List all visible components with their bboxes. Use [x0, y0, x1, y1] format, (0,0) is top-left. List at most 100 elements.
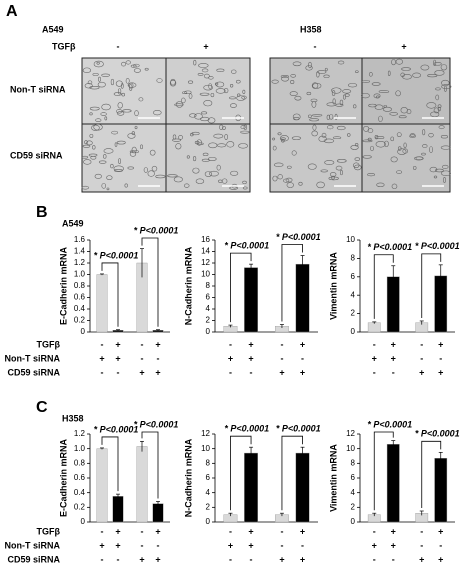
- cell: [328, 176, 339, 181]
- cell: [321, 132, 327, 138]
- cell: [323, 74, 330, 78]
- condition-sign: -: [229, 367, 232, 377]
- cell: [98, 76, 101, 82]
- cell: [332, 98, 336, 105]
- cell: [391, 59, 396, 66]
- cell: [170, 78, 176, 86]
- cell: [280, 74, 289, 79]
- bracket: [421, 253, 442, 318]
- cell: [427, 74, 438, 78]
- cell: [422, 129, 426, 136]
- bar: [367, 322, 381, 333]
- cell: [195, 178, 205, 184]
- cell: [442, 164, 449, 169]
- condition-sign: -: [229, 554, 232, 564]
- condition-sign: +: [419, 554, 424, 564]
- cell: [272, 175, 278, 182]
- y-tick-label: 10: [201, 444, 210, 453]
- cell: [83, 159, 92, 165]
- cell: [213, 133, 224, 139]
- cell: [155, 174, 166, 179]
- bar: [96, 274, 108, 333]
- cell: [242, 180, 247, 185]
- bracket: [141, 431, 159, 499]
- y-tick-label: 2: [351, 502, 356, 511]
- y-tick-label: 16: [201, 235, 210, 244]
- condition-sign: +: [248, 353, 253, 363]
- cell: [391, 183, 398, 190]
- cell: [375, 136, 385, 139]
- cell: [89, 85, 100, 90]
- y-tick-label: 4: [351, 290, 356, 299]
- cell: [81, 185, 90, 190]
- cell: [226, 141, 235, 148]
- y-tick-label: 0.4: [74, 304, 86, 313]
- cell: [203, 100, 213, 107]
- cell: [218, 179, 223, 183]
- cell: [280, 137, 286, 141]
- y-tick-label: 8: [351, 254, 356, 263]
- cell: [271, 79, 279, 84]
- cell: [368, 103, 377, 108]
- y-tick-label: 0: [351, 327, 356, 336]
- cell: [215, 88, 226, 94]
- cell: [311, 113, 323, 117]
- y-tick-label: 4: [206, 304, 211, 313]
- cell: [118, 158, 121, 164]
- cell: [207, 156, 217, 161]
- y-tick-label: 6: [351, 272, 356, 281]
- cell: [281, 76, 289, 82]
- cell: [208, 83, 212, 90]
- cell: [286, 182, 294, 188]
- cell: [101, 103, 111, 111]
- cell: [437, 104, 442, 108]
- bracket: [373, 431, 394, 511]
- cell: [409, 134, 416, 139]
- annotation: * P<0.0001: [224, 424, 269, 434]
- cell: [415, 156, 424, 160]
- annotation: * P<0.0001: [94, 424, 139, 434]
- treatment-label: TGFβ: [52, 41, 76, 51]
- cell: [208, 142, 218, 149]
- row-label: Non-T siRNA: [10, 84, 66, 94]
- cell: [353, 104, 357, 109]
- condition-sign: +: [139, 367, 144, 377]
- annotation: * P<0.0001: [94, 250, 139, 260]
- condition-sign: -: [301, 540, 304, 550]
- cell: [397, 148, 407, 155]
- cell: [101, 73, 110, 77]
- cell: [311, 82, 319, 89]
- condition-sign: +: [155, 367, 160, 377]
- condition-sign: -: [301, 353, 304, 363]
- cell: [208, 170, 219, 177]
- condition-sign: -: [373, 339, 376, 349]
- cell: [384, 140, 389, 147]
- cell: [134, 125, 138, 130]
- condition-sign: +: [279, 554, 284, 564]
- cell: [106, 175, 113, 180]
- panel-letter: A: [6, 3, 18, 20]
- cell: [82, 67, 92, 73]
- bar: [434, 458, 448, 523]
- cell: [429, 146, 433, 153]
- condition-sign: +: [372, 353, 377, 363]
- cell: [156, 78, 163, 83]
- cell: [318, 135, 327, 143]
- cell: [374, 104, 384, 110]
- condition-sign: -: [101, 554, 104, 564]
- y-axis-label: Vimentin mRNA: [328, 444, 338, 512]
- condition-label: CD59 siRNA: [7, 554, 60, 564]
- cell: [82, 144, 91, 148]
- cell: [167, 174, 178, 178]
- cell: [326, 125, 334, 130]
- cell: [382, 106, 392, 112]
- condition-label: CD59 siRNA: [7, 367, 60, 377]
- cell: [389, 111, 398, 116]
- cell: [390, 136, 394, 142]
- condition-sign: -: [101, 526, 104, 536]
- y-tick-label: 12: [201, 429, 210, 438]
- cell: [440, 135, 449, 139]
- cell: [231, 69, 237, 74]
- y-tick-label: 0.6: [74, 473, 86, 482]
- condition-sign: +: [115, 526, 120, 536]
